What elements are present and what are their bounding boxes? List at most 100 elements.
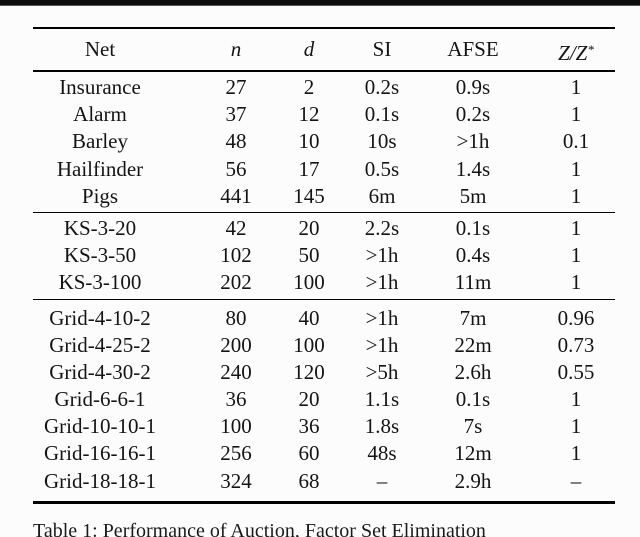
net-name-cell: Grid-10-10-1 (44, 414, 156, 439)
value-cell: 7m (459, 305, 487, 330)
value-cell: 2.9h (454, 468, 492, 493)
value-cell: 202 (220, 270, 252, 295)
value-cell: 2.2s (364, 215, 400, 240)
table-row: KS-3-20 42 20 2.2s 0.1s 1 (33, 215, 615, 242)
value-cell: 37 (225, 102, 247, 127)
value-cell: 68 (298, 468, 320, 493)
value-cell: 0.55 (557, 359, 595, 384)
value-cell: 1 (570, 441, 582, 466)
value-cell: 12 (298, 102, 320, 127)
value-cell: 42 (225, 215, 247, 240)
value-cell: 324 (220, 468, 252, 493)
column-header-n: n (230, 37, 242, 61)
value-cell: 0.1s (455, 387, 491, 412)
value-cell: >5h (365, 359, 399, 384)
net-name-cell: Grid-16-16-1 (44, 441, 156, 466)
group-divider-rule (33, 211, 615, 213)
value-cell: – (376, 468, 388, 493)
value-cell: 20 (298, 387, 320, 412)
table-row: Grid-16-16-1 256 60 48s 12m 1 (33, 440, 615, 467)
value-cell: 12m (454, 441, 492, 466)
table-row: KS-3-100 202 100 >1h 11m 1 (33, 269, 615, 296)
value-cell: 1 (570, 387, 582, 412)
value-cell: 5m (459, 183, 487, 208)
superscript-star: * (587, 42, 594, 57)
net-name-cell: Grid-4-25-2 (49, 332, 151, 357)
value-cell: 27 (225, 75, 247, 99)
net-name-cell: Grid-6-6-1 (54, 387, 146, 412)
value-cell: 7s (463, 414, 483, 439)
value-cell: 36 (298, 414, 320, 439)
table-row: Grid-4-25-2 200 100 >1h 22m 0.73 (33, 332, 615, 359)
value-cell: >1h (456, 129, 490, 154)
benchmark-table: Net n d SI AFSE Z/Z* Insurance 27 2 0.2s 0.9s 1 Ala… (33, 27, 615, 504)
group-divider-rule (33, 298, 615, 300)
net-name-cell: Grid-4-10-2 (49, 305, 151, 330)
net-name-cell: Pigs (81, 183, 119, 208)
value-cell: 1 (570, 156, 582, 181)
value-cell: 100 (293, 332, 325, 357)
net-name-cell: KS-3-20 (63, 215, 137, 240)
value-cell: 0.4s (455, 243, 491, 268)
value-cell: >1h (365, 332, 399, 357)
table-caption: Table 1: Performance of Auction, Factor … (33, 520, 486, 537)
net-name-cell: KS-3-50 (63, 243, 137, 268)
value-cell: 80 (225, 305, 247, 330)
value-cell: 11m (454, 270, 492, 295)
value-cell: 1 (570, 102, 582, 127)
value-cell: 256 (220, 441, 252, 466)
value-cell: 1.4s (455, 156, 491, 181)
value-cell: 100 (293, 270, 325, 295)
value-cell: 1 (570, 414, 582, 439)
table-row: Grid-4-30-2 240 120 >5h 2.6h 0.55 (33, 359, 615, 386)
value-cell: 0.73 (557, 332, 595, 357)
table-row: Insurance 27 2 0.2s 0.9s 1 (33, 74, 615, 101)
value-cell: 0.96 (557, 305, 595, 330)
value-cell: 60 (298, 441, 320, 466)
value-cell: 240 (220, 359, 252, 384)
value-cell: 0.1s (364, 102, 400, 127)
table-row: Barley 48 10 10s >1h 0.1 (33, 128, 615, 155)
value-cell: 50 (298, 243, 320, 268)
value-cell: 145 (293, 183, 325, 208)
value-cell: 1 (570, 75, 582, 99)
value-cell: 102 (220, 243, 252, 268)
column-header-z-z: Z/Z* (558, 41, 594, 65)
value-cell: >1h (365, 305, 399, 330)
value-cell: 100 (220, 414, 252, 439)
net-name-cell: Insurance (59, 75, 141, 99)
value-cell: 48s (367, 441, 397, 466)
value-cell: 17 (298, 156, 320, 181)
value-cell: 1 (570, 270, 582, 295)
value-cell: 22m (454, 332, 492, 357)
table-row: Grid-6-6-1 36 20 1.1s 0.1s 1 (33, 386, 615, 413)
table-row: Pigs 441 145 6m 5m 1 (33, 183, 615, 210)
value-cell: 1.8s (364, 414, 400, 439)
table-row: Grid-4-10-2 80 40 >1h 7m 0.96 (33, 305, 615, 332)
column-header-d: d (303, 37, 315, 61)
value-cell: 0.2s (455, 102, 491, 127)
table-row: Grid-18-18-1 324 68 – 2.9h – (33, 468, 615, 495)
table-row: Grid-10-10-1 100 36 1.8s 7s 1 (33, 413, 615, 440)
net-name-cell: Grid-4-30-2 (49, 359, 151, 384)
value-cell: 10s (367, 129, 397, 154)
value-cell: 0.2s (364, 75, 400, 99)
net-name-cell: Alarm (73, 102, 127, 127)
net-name-cell: Hailfinder (56, 156, 144, 181)
table-row: Hailfinder 56 17 0.5s 1.4s 1 (33, 156, 615, 183)
value-cell: 10 (298, 129, 320, 154)
value-cell: 0.9s (455, 75, 491, 99)
value-cell: 2.6h (454, 359, 492, 384)
table-group-3: Grid-4-10-2 80 40 >1h 7m 0.96 Grid-4-25-2 200 10… (33, 300, 615, 501)
value-cell: 36 (225, 387, 247, 412)
value-cell: 40 (298, 305, 320, 330)
value-cell: >1h (365, 243, 399, 268)
value-cell: >1h (365, 270, 399, 295)
value-cell: 1 (570, 243, 582, 268)
value-cell: 441 (220, 183, 252, 208)
value-cell: 1 (570, 215, 582, 240)
column-header-net: Net (84, 37, 116, 61)
value-cell: 48 (225, 129, 247, 154)
net-name-cell: Barley (72, 129, 128, 154)
